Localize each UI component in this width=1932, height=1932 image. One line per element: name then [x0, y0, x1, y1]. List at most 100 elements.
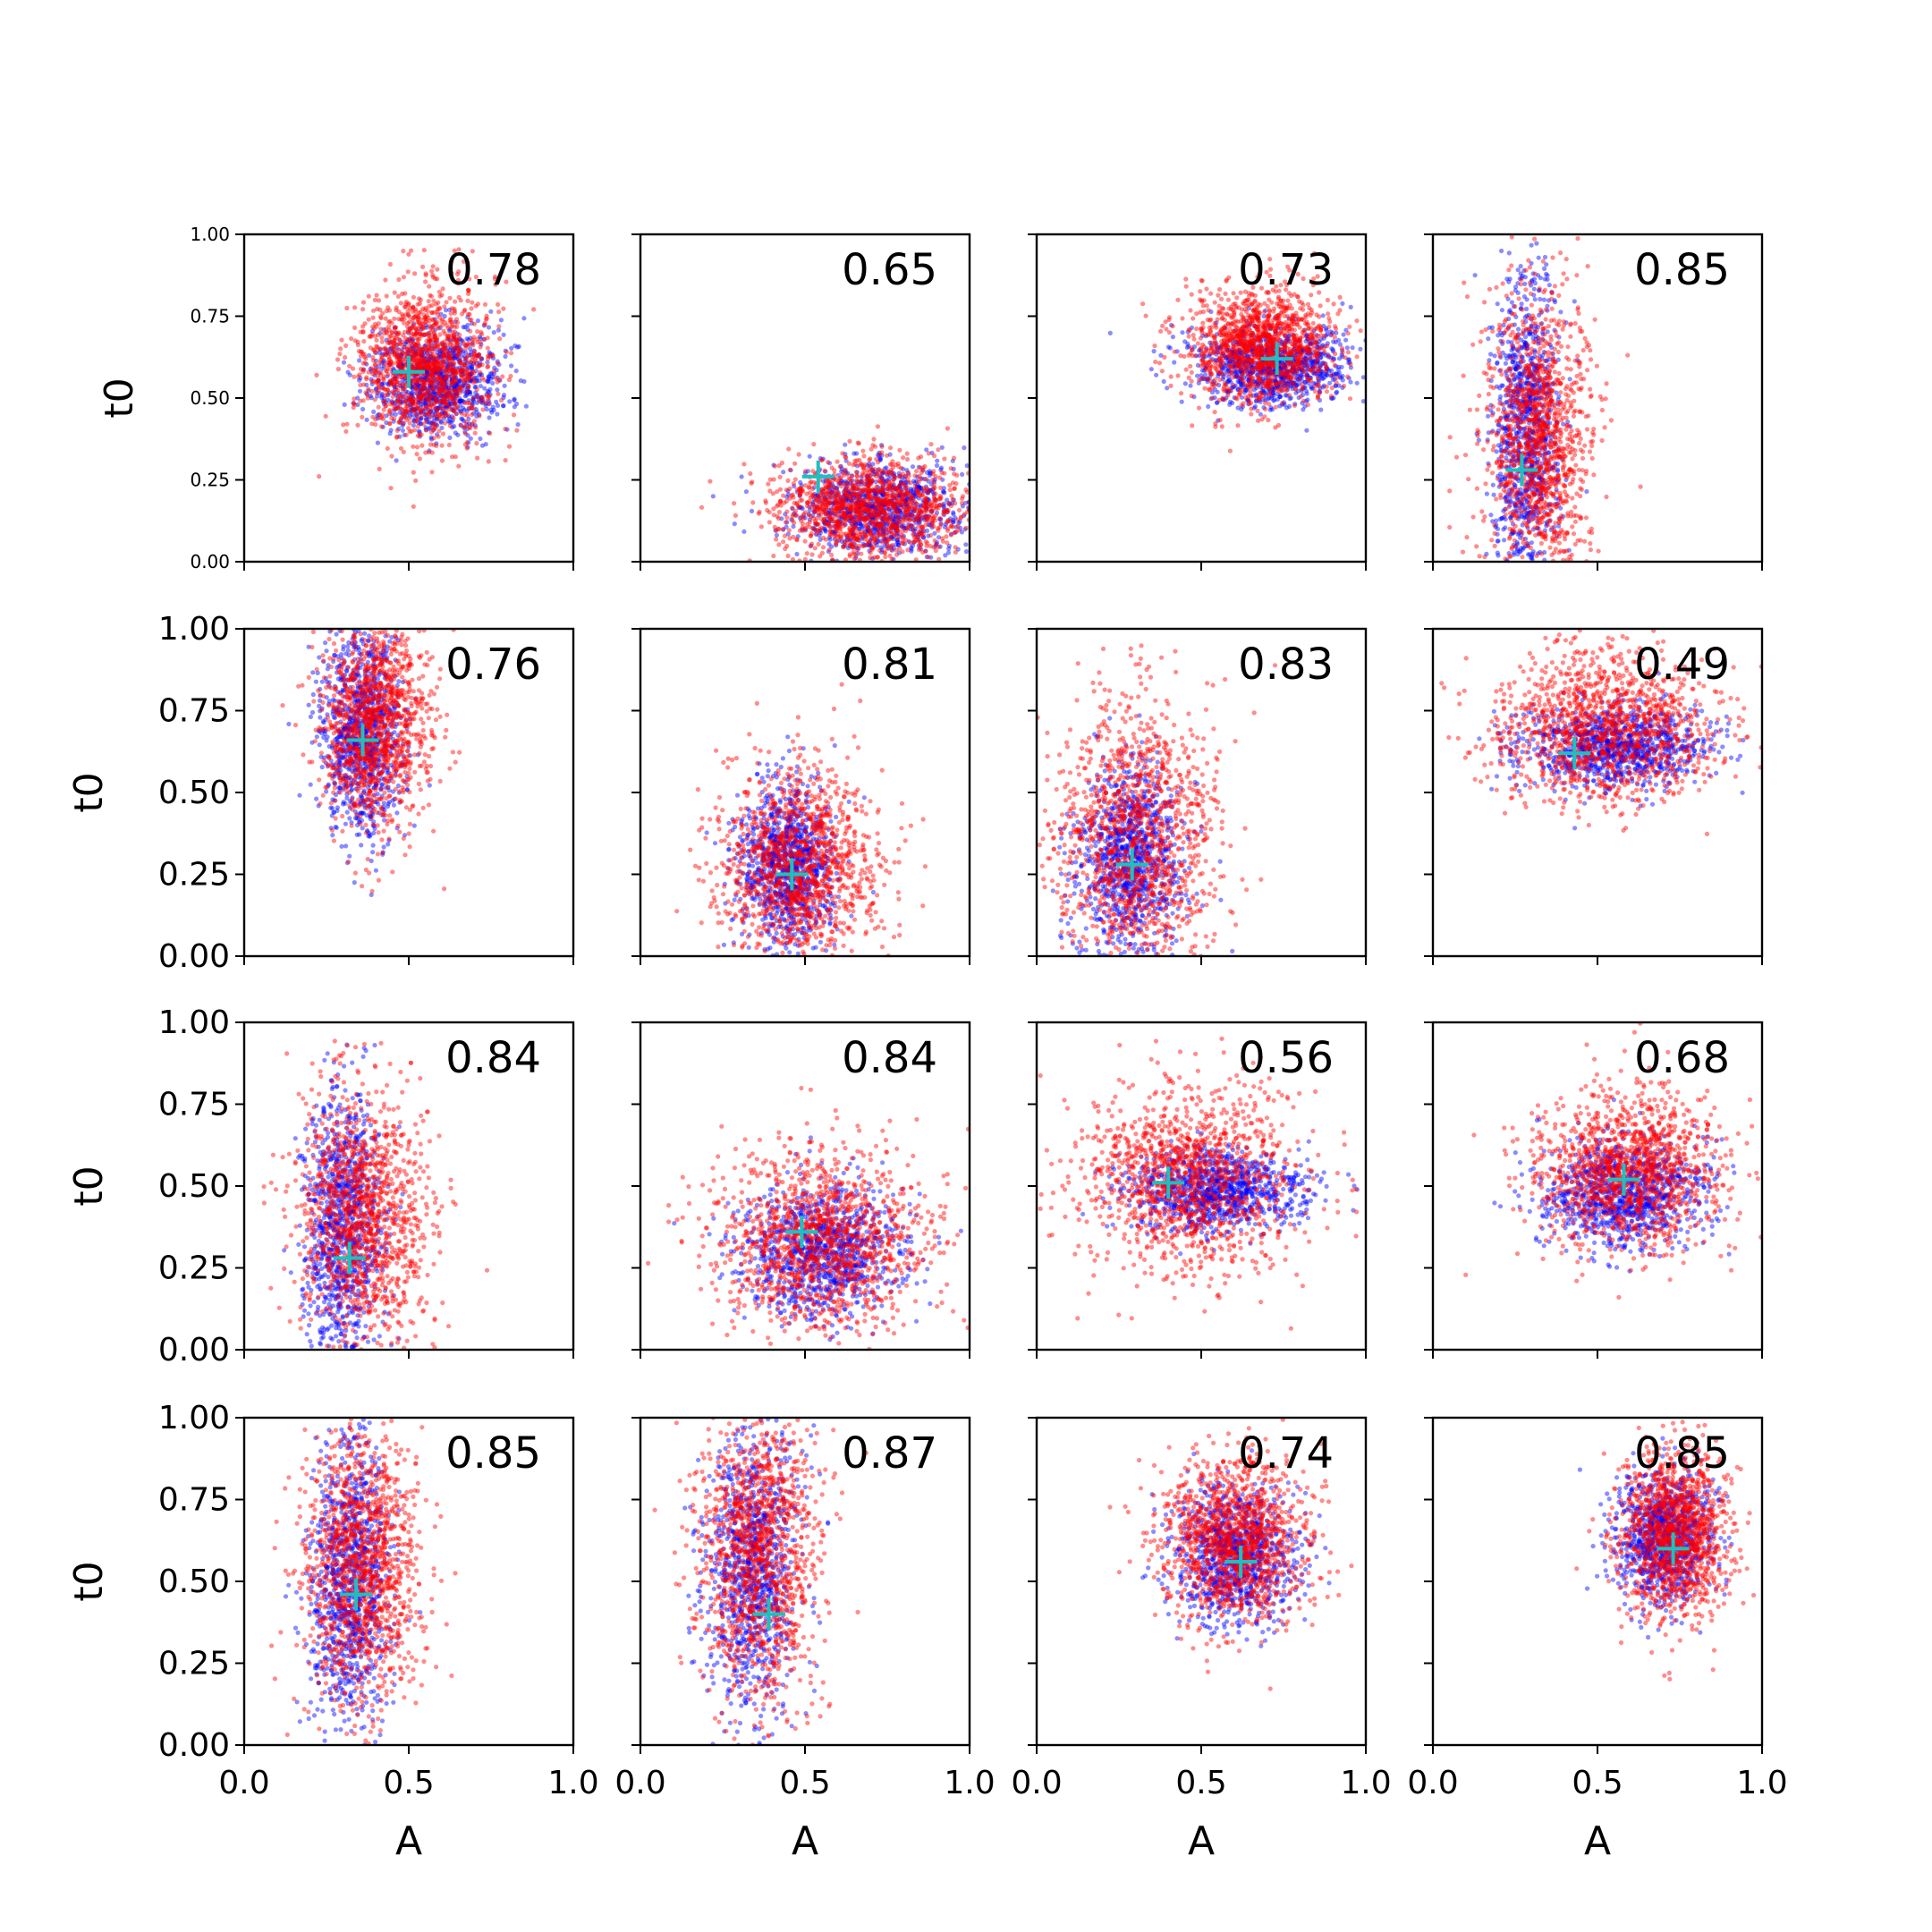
scatter-point-red — [931, 469, 936, 474]
scatter-point-red — [390, 389, 395, 394]
scatter-point-red — [413, 326, 419, 332]
scatter-point-blue — [399, 391, 404, 397]
scatter-point-red — [422, 316, 428, 321]
scatter-point-blue — [423, 427, 428, 433]
scatter-point-blue — [836, 481, 842, 487]
scatter-point-red — [796, 488, 802, 494]
scatter-point-blue — [452, 347, 457, 352]
scatter-point-blue — [402, 398, 408, 403]
scatter-point-blue — [460, 365, 465, 371]
scatter-point-blue — [428, 383, 433, 388]
scatter-point-blue — [404, 412, 410, 418]
scatter-point-red — [950, 524, 955, 530]
scatter-point-red — [393, 376, 398, 381]
scatter-point-blue — [509, 345, 514, 351]
scatter-point-blue — [800, 527, 805, 532]
scatter-point-blue — [469, 364, 474, 369]
scatter-point-blue — [401, 377, 406, 382]
scatter-point-red — [497, 336, 503, 342]
scatter-point-red — [835, 538, 840, 544]
scatter-point-red — [805, 521, 810, 527]
scatter-point-red — [531, 307, 537, 312]
scatter-point-blue — [905, 495, 911, 500]
scatter-point-blue — [477, 378, 483, 384]
scatter-point-blue — [448, 355, 453, 360]
scatter-point-red — [383, 277, 388, 283]
scatter-point-red — [814, 507, 819, 513]
scatter-point-red — [417, 296, 422, 301]
scatter-point-blue — [474, 378, 479, 384]
scatter-point-blue — [905, 513, 911, 518]
scatter-point-red — [416, 342, 421, 347]
scatter-point-blue — [409, 409, 414, 414]
scatter-point-blue — [413, 352, 419, 358]
scatter-point-red — [874, 490, 879, 496]
scatter-point-blue — [822, 518, 828, 524]
scatter-point-red — [396, 357, 402, 362]
scatter-point-red — [453, 335, 459, 341]
scatter-point-red — [392, 346, 397, 352]
scatter-point-blue — [451, 355, 456, 360]
scatter-point-blue — [916, 517, 921, 523]
scatter-point-red — [401, 333, 406, 338]
scatter-point-red — [499, 397, 504, 403]
scatter-point-red — [491, 369, 496, 374]
scatter-point-blue — [432, 334, 437, 339]
scatter-point-blue — [875, 505, 880, 511]
scatter-point-blue — [879, 509, 885, 514]
scatter-point-blue — [880, 470, 886, 476]
scatter-point-red — [451, 370, 456, 376]
scatter-point-blue — [894, 504, 901, 511]
scatter-point-blue — [475, 353, 480, 359]
scatter-point-blue — [851, 528, 856, 533]
scatter-point-red — [436, 289, 442, 294]
scatter-point-blue — [424, 364, 429, 370]
scatter-point-red — [465, 311, 471, 317]
scatter-point-blue — [830, 487, 835, 493]
scatter-point-blue — [914, 485, 919, 490]
scatter-point-red — [452, 387, 457, 393]
scatter-point-blue — [842, 498, 847, 504]
scatter-point-red — [403, 301, 409, 307]
scatter-point-blue — [381, 363, 386, 369]
scatter-point-red — [447, 392, 453, 398]
scatter-point-red — [384, 326, 389, 332]
scatter-point-blue — [426, 419, 432, 425]
scatter-point-red — [471, 352, 477, 357]
scatter-point-blue — [419, 353, 424, 359]
scatter-point-red — [450, 394, 455, 400]
scatter-point-red — [913, 534, 919, 540]
scatter-point-red — [456, 294, 462, 300]
scatter-point-red — [835, 519, 841, 524]
scatter-point-blue — [417, 417, 422, 422]
scatter-point-blue — [437, 356, 443, 361]
scatter-point-red — [451, 389, 456, 394]
scatter-point-blue — [899, 496, 904, 502]
scatter-point-red — [378, 316, 384, 321]
scatter-point-red — [460, 367, 465, 372]
scatter-point-red — [453, 390, 458, 395]
scatter-point-red — [417, 363, 422, 369]
scatter-point-blue — [453, 386, 459, 392]
scatter-point-blue — [456, 349, 462, 354]
scatter-point-blue — [447, 326, 453, 332]
scatter-point-blue — [827, 491, 833, 497]
scatter-point-red — [419, 399, 424, 404]
scatter-point-blue — [375, 394, 380, 399]
scatter-point-red — [916, 529, 922, 535]
scatter-point-blue — [811, 496, 818, 502]
scatter-point-blue — [428, 371, 434, 377]
scatter-point-blue — [433, 377, 438, 383]
scatter-point-blue — [962, 513, 967, 519]
scatter-point-red — [394, 376, 400, 382]
scatter-point-red — [394, 379, 399, 385]
scatter-point-red — [381, 331, 386, 336]
scatter-point-red — [959, 500, 965, 506]
scatter-point-red — [478, 362, 483, 368]
scatter-point-blue — [487, 386, 493, 392]
scatter-point-blue — [448, 391, 453, 396]
scatter-point-red — [469, 411, 475, 418]
scatter-point-red — [847, 438, 852, 444]
scatter-point-blue — [492, 365, 497, 370]
scatter-point-red — [409, 408, 415, 413]
